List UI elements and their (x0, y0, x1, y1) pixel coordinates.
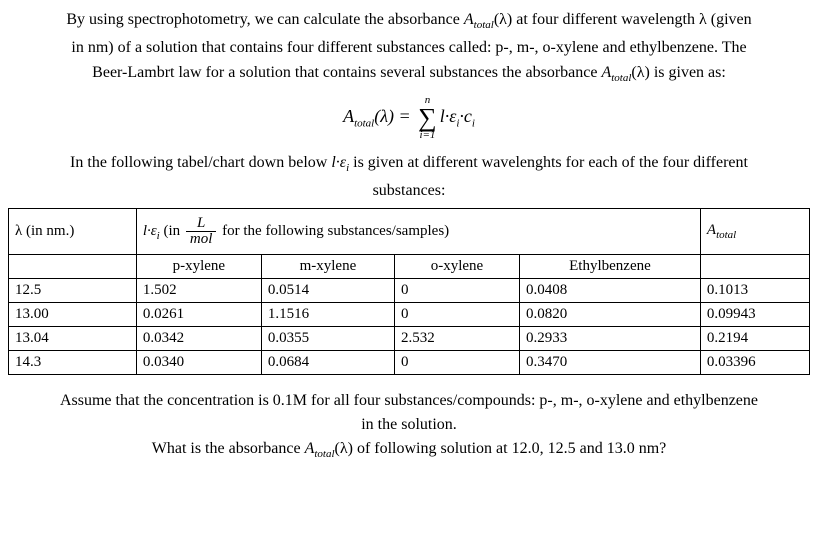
sub-m-xylene: m-xylene (261, 255, 394, 279)
table-cell: 0 (394, 279, 519, 303)
table-cell: 13.00 (9, 303, 137, 327)
table-cell: 0.2194 (700, 327, 809, 351)
table-row: 12.51.5020.051400.04080.1013 (9, 279, 810, 303)
sub-o-xylene: o-xylene (394, 255, 519, 279)
table-cell: 0.0684 (261, 351, 394, 375)
col-atotal-header: Atotal (700, 209, 809, 255)
col-wavelength-header: λ (in nm.) (9, 209, 137, 255)
table-cell: 0.03396 (700, 351, 809, 375)
intro-line3b: is given as: (650, 64, 726, 81)
table-cell: 0.0408 (520, 279, 701, 303)
table-cell: 0.09943 (700, 303, 809, 327)
table-cell: 0.3470 (520, 351, 701, 375)
table-cell: 0.0820 (520, 303, 701, 327)
sub-ethylbenzene: Ethylbenzene (520, 255, 701, 279)
table-cell: 0.1013 (700, 279, 809, 303)
table-subheader-row: p-xylene m-xylene o-xylene Ethylbenzene (9, 255, 810, 279)
table-cell: 1.502 (136, 279, 261, 303)
table-cell: 0.0340 (136, 351, 261, 375)
intro-line2: in nm) of a solution that contains four … (8, 36, 810, 59)
col-le-header: l·εi (in Lmol for the following substanc… (136, 209, 700, 255)
table-cell: 0.0261 (136, 303, 261, 327)
table-cell: 14.3 (9, 351, 137, 375)
table-cell: 0 (394, 351, 519, 375)
absorbance-table: λ (in nm.) l·εi (in Lmol for the followi… (8, 208, 810, 375)
table-cell: 0 (394, 303, 519, 327)
intro-line3a: Beer-Lambrt law for a solution that cont… (92, 64, 601, 81)
table-cell: 0.0342 (136, 327, 261, 351)
table-cell: 0.0355 (261, 327, 394, 351)
table-cell: 2.532 (394, 327, 519, 351)
table-row: 13.000.02611.151600.08200.09943 (9, 303, 810, 327)
table-cell: 1.1516 (261, 303, 394, 327)
intro-line1b: at four different wavelength λ (given (512, 11, 751, 28)
sub-p-xylene: p-xylene (136, 255, 261, 279)
table-header-row: λ (in nm.) l·εi (in Lmol for the followi… (9, 209, 810, 255)
beer-lambert-formula: Atotal(λ) = n∑i=1l·εi·ci (8, 95, 810, 140)
mid-text: In the following tabel/chart down below … (8, 151, 810, 202)
table-cell: 0.0514 (261, 279, 394, 303)
table-cell: 13.04 (9, 327, 137, 351)
intro-text: By using spectrophotometry, we can calcu… (8, 8, 810, 87)
intro-line1a: By using spectrophotometry, we can calcu… (66, 11, 463, 28)
question-text: Assume that the concentration is 0.1M fo… (8, 389, 810, 463)
table-row: 13.040.03420.03552.5320.29330.2194 (9, 327, 810, 351)
table-cell: 0.2933 (520, 327, 701, 351)
table-row: 14.30.03400.068400.34700.03396 (9, 351, 810, 375)
table-cell: 12.5 (9, 279, 137, 303)
